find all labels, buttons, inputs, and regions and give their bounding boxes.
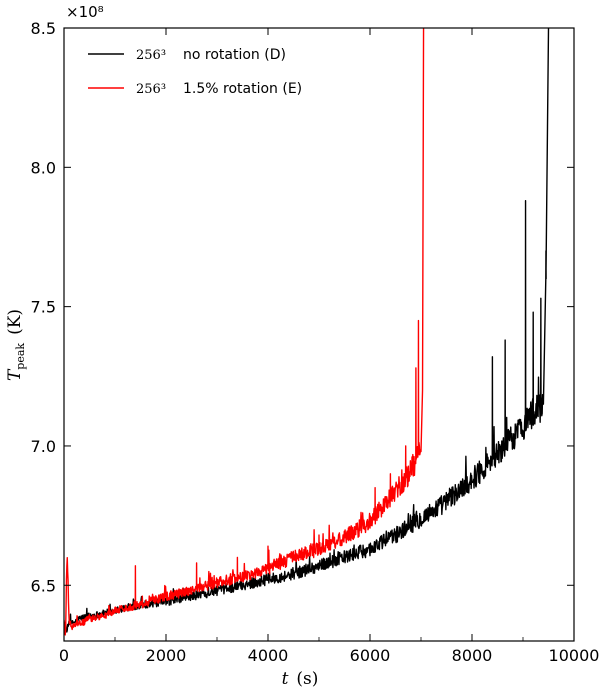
x-axis-symbol: t (282, 669, 289, 688)
y-axis-label: Tpeak (K) (5, 309, 27, 381)
y-tick-label: 7.5 (31, 298, 56, 317)
series-line-1 (64, 28, 425, 636)
legend-label-1: 1.5% rotation (E) (183, 81, 302, 97)
x-axis-label: t (s) (282, 669, 319, 688)
plot-area (64, 28, 550, 636)
x-tick-label: 0 (59, 646, 69, 665)
legend-label-0: no rotation (D) (183, 47, 286, 63)
x-tick-label: 4000 (248, 646, 289, 665)
x-tick-label: 8000 (452, 646, 493, 665)
x-tick-label: 6000 (350, 646, 391, 665)
legend: 256³ no rotation (D) 256³ 1.5% rotation (E) (88, 47, 302, 97)
y-axis-unit: (K) (5, 309, 25, 335)
y-tick-label: 8.5 (31, 19, 56, 38)
legend-math-1: 256³ (136, 82, 166, 97)
y-tick-label: 7.0 (31, 437, 56, 456)
y-scale-factor: ×10⁸ (66, 3, 104, 21)
x-axis-unit: (s) (296, 669, 318, 688)
y-axis-symbol: T (5, 368, 25, 381)
y-axis-subscript: peak (14, 343, 27, 370)
axes: 0 2000 4000 6000 8000 10000 6.5 7.0 7.5 8.0 8.5 (31, 19, 600, 665)
x-tick-label: 10000 (549, 646, 600, 665)
y-tick-label: 6.5 (31, 576, 56, 595)
x-tick-label: 2000 (146, 646, 187, 665)
legend-math-0: 256³ (136, 48, 166, 63)
y-tick-label: 8.0 (31, 158, 56, 177)
series-line-0 (64, 28, 550, 633)
